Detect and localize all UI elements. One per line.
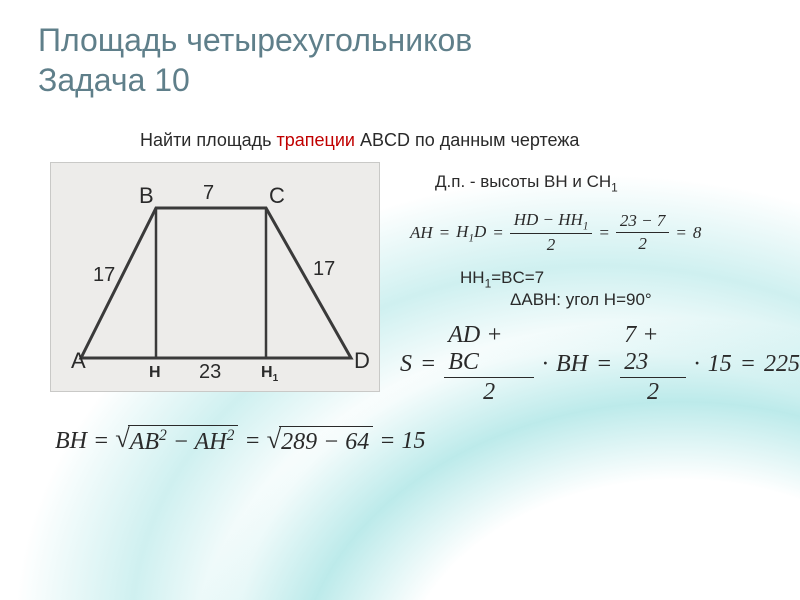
ah-mid: H1D — [456, 222, 486, 244]
slide: Площадь четырехугольников Задача 10 Найт… — [0, 0, 800, 600]
hh1-rest: =BC=7 — [491, 268, 544, 287]
value-left: 17 — [93, 264, 115, 286]
bh-eq1: = — [93, 428, 109, 455]
label-h: H — [149, 364, 161, 381]
subtitle-pre: Найти площадь — [140, 130, 277, 150]
area-frac1: AD + BC 2 — [444, 322, 534, 406]
bh-eq2: = — [244, 428, 260, 455]
hh1-text: HH — [460, 268, 485, 287]
label-h1: H1 — [261, 364, 279, 384]
trapezoid-shape — [81, 208, 351, 358]
bh-result: 15 — [401, 428, 425, 455]
ah-frac2: 23 − 7 2 — [616, 211, 669, 254]
subtitle-accent: трапеции — [277, 130, 355, 150]
construction-note: Д.п. - высоты BH и CH1 — [435, 172, 618, 194]
area-fifteen: 15 — [708, 351, 732, 378]
value-bottom: 23 — [199, 361, 221, 383]
label-a: A — [71, 348, 86, 373]
abh-line: ΔABH: угол H=90° — [510, 290, 652, 310]
value-right: 17 — [313, 258, 335, 280]
ah-rhs: 8 — [693, 223, 702, 243]
area-dot2: · — [694, 351, 700, 378]
ah-lhs: AH — [410, 223, 433, 243]
area-s: S — [400, 351, 412, 378]
ah-frac1: HD − HH1 2 — [510, 210, 593, 255]
area-eq3: = — [740, 351, 756, 378]
ah-eq1: = — [439, 223, 450, 243]
area-dot1: · — [542, 351, 548, 378]
value-top: 7 — [203, 182, 214, 204]
bh-lhs: BH — [55, 428, 87, 455]
bh-eq3: = — [379, 428, 395, 455]
construction-text: Д.п. - высоты BH и CH — [435, 172, 611, 191]
title-line-1: Площадь четырехугольников — [38, 22, 472, 58]
ah-eq3: = — [598, 223, 609, 243]
ah-formula: AH = H1D = HD − HH1 2 = 23 − 7 2 = 8 — [410, 210, 701, 255]
label-b: B — [139, 183, 154, 208]
area-result: 225 — [764, 351, 800, 378]
bh-sqrt1: √ AB2 − AH2 — [115, 425, 238, 458]
bh-formula: BH = √ AB2 − AH2 = √ 289 − 64 = 15 — [55, 425, 425, 458]
diagram-svg: A B C D H H1 7 17 17 23 — [51, 163, 381, 393]
construction-sub: 1 — [611, 180, 618, 194]
label-c: C — [269, 183, 285, 208]
label-d: D — [354, 348, 370, 373]
subtitle-post: ABCD по данным чертежа — [355, 130, 579, 150]
hh1-line: HH1=BC=7 — [460, 268, 544, 290]
area-eq2: = — [596, 351, 612, 378]
area-frac2: 7 + 23 2 — [620, 322, 686, 406]
problem-statement: Найти площадь трапеции ABCD по данным че… — [140, 130, 579, 151]
ah-eq2: = — [492, 223, 503, 243]
area-bh: BH — [556, 351, 588, 378]
area-formula: S = AD + BC 2 · BH = 7 + 23 2 · 15 = 225 — [400, 322, 800, 406]
trapezoid-diagram: A B C D H H1 7 17 17 23 — [50, 162, 380, 392]
slide-title: Площадь четырехугольников Задача 10 — [38, 20, 472, 100]
area-eq1: = — [420, 351, 436, 378]
bh-sqrt2: √ 289 − 64 — [267, 426, 374, 458]
ah-eq4: = — [675, 223, 686, 243]
title-line-2: Задача 10 — [38, 62, 190, 98]
